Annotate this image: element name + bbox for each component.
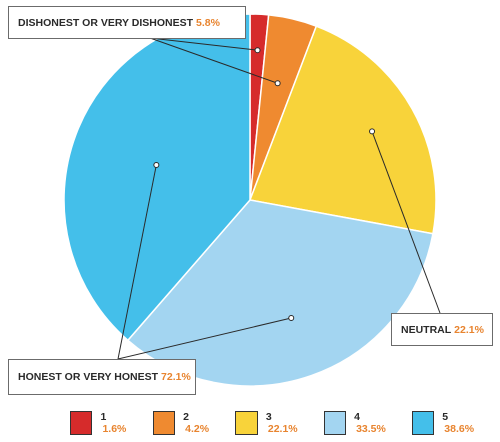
leader-line-honest-1: [117, 317, 292, 360]
pie-slices: [63, 13, 437, 387]
legend-swatch-2: [152, 411, 176, 435]
legend-value-5: 38.6%: [444, 423, 475, 435]
leader-line-dishonest-2: [149, 37, 278, 84]
pie-slice-3: [248, 25, 437, 235]
legend-swatch-3: [235, 411, 258, 435]
leader-dot-slice-3: [369, 128, 376, 135]
legend-label-2: 2: [183, 411, 189, 423]
callout-neutral: NEUTRAL 22.1%: [391, 313, 493, 346]
legend: 1 1.6% 2 4.2% 3 22.1% 4 33.5% 5 38.6%: [70, 410, 500, 436]
legend-item-2: 2 4.2%: [152, 410, 216, 436]
legend-item-1: 1 1.6%: [70, 410, 133, 436]
legend-value-2: 4.2%: [185, 423, 210, 435]
legend-item-3: 3 22.1%: [235, 410, 303, 436]
leader-line-neutral: [371, 131, 441, 314]
leader-dot-slice-1: [254, 47, 261, 54]
callout-dishonest-value: 5.8%: [196, 16, 220, 29]
leader-line-dishonest-1: [149, 37, 258, 51]
legend-label-1: 1: [100, 411, 107, 423]
callout-neutral-label: NEUTRAL: [401, 323, 452, 336]
leader-dot-slice-4: [288, 315, 295, 322]
callout-neutral-value: 22.1%: [454, 323, 484, 336]
legend-label-4: 4: [354, 411, 360, 423]
legend-value-1: 1.6%: [102, 423, 127, 435]
leader-dot-slice-5: [153, 161, 160, 168]
legend-value-3: 22.1%: [267, 423, 298, 435]
callout-dishonest: DISHONEST OR VERY DISHONEST 5.8%: [8, 6, 246, 39]
leader-line-honest-2: [117, 164, 157, 360]
legend-item-4: 4 33.5%: [323, 410, 392, 436]
legend-item-5: 5 38.6%: [411, 410, 480, 436]
callout-leader-lines: [117, 37, 441, 360]
legend-label-5: 5: [442, 411, 449, 423]
legend-swatch-4: [323, 411, 347, 435]
legend-swatch-5: [411, 411, 435, 435]
callout-honest-value: 72.1%: [161, 371, 191, 383]
callout-honest: HONEST OR VERY HONEST 72.1%: [8, 359, 196, 395]
legend-value-4: 33.5%: [356, 423, 386, 435]
leader-dot-slice-2: [274, 80, 281, 87]
callout-dishonest-label: DISHONEST OR VERY DISHONEST: [18, 16, 194, 29]
callout-honest-label: HONEST OR VERY HONEST: [18, 371, 159, 383]
legend-swatch-1: [70, 411, 93, 435]
legend-label-3: 3: [265, 411, 272, 423]
